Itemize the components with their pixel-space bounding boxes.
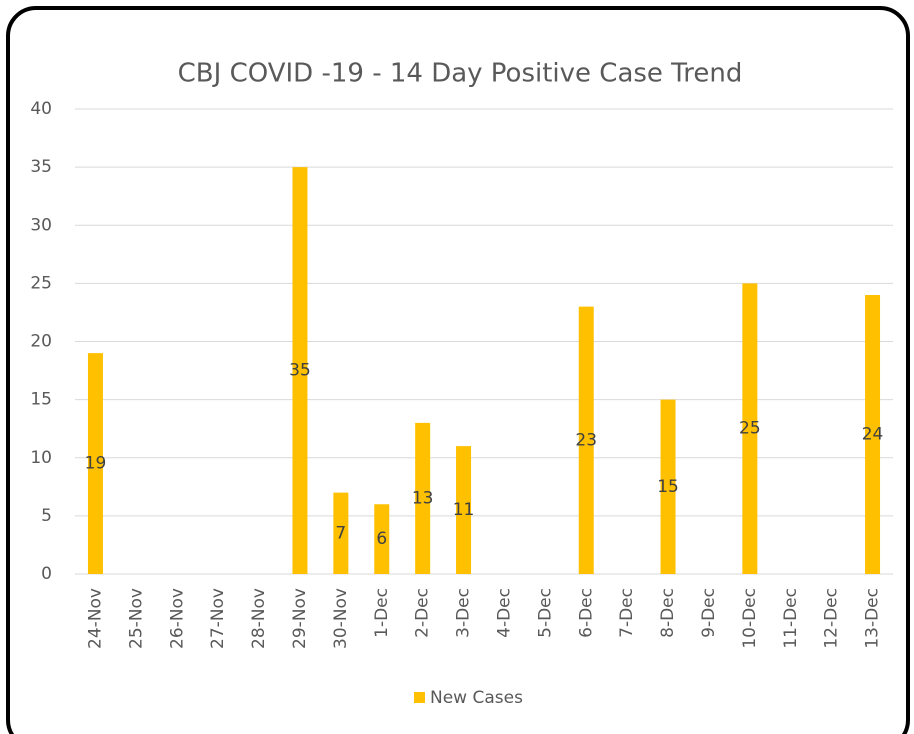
- x-tick-label: 29-Nov: [290, 588, 310, 649]
- x-tick-label: 8-Dec: [658, 588, 678, 638]
- y-tick-label: 25: [30, 273, 52, 293]
- data-label: 23: [575, 430, 597, 450]
- y-tick-label: 40: [30, 99, 52, 119]
- bar: [456, 446, 472, 574]
- bar: [742, 283, 758, 574]
- x-tick-label: 3-Dec: [454, 588, 474, 638]
- data-label: 7: [335, 523, 346, 543]
- data-label: 35: [289, 361, 311, 381]
- x-tick-label: 25-Nov: [126, 588, 146, 649]
- y-tick-label: 15: [30, 390, 52, 410]
- y-tick-label: 0: [41, 564, 52, 584]
- y-tick-label: 35: [30, 157, 52, 177]
- legend-swatch: [414, 692, 425, 703]
- y-tick-label: 30: [30, 215, 52, 235]
- data-label: 13: [412, 488, 434, 508]
- x-tick-label: 30-Nov: [331, 588, 351, 649]
- x-tick-label: 7-Dec: [617, 588, 637, 638]
- x-tick-label: 6-Dec: [576, 588, 596, 638]
- bar: [415, 422, 431, 574]
- x-tick-label: 12-Dec: [822, 588, 842, 649]
- x-tick-label: 13-Dec: [863, 588, 883, 649]
- x-tick-label: 10-Dec: [740, 588, 760, 649]
- data-label: 25: [739, 419, 761, 439]
- chart-title: CBJ COVID -19 - 14 Day Positive Case Tre…: [178, 59, 743, 89]
- x-tick-label: 27-Nov: [208, 588, 228, 649]
- x-tick-label: 2-Dec: [413, 588, 433, 638]
- bar: [374, 504, 390, 574]
- bar: [865, 295, 881, 574]
- bar: [292, 167, 308, 574]
- legend-label: New Cases: [430, 688, 523, 708]
- data-label: 19: [85, 454, 107, 474]
- chart-border: [6, 6, 910, 734]
- y-tick-label: 10: [30, 448, 52, 468]
- x-tick-label: 26-Nov: [167, 588, 187, 649]
- data-label: 6: [376, 529, 387, 549]
- x-tick-label: 4-Dec: [494, 588, 514, 638]
- x-tick-label: 5-Dec: [535, 588, 555, 638]
- data-label: 24: [862, 425, 884, 445]
- bar: [333, 492, 349, 574]
- x-tick-label: 28-Nov: [249, 588, 269, 649]
- x-tick-label: 1-Dec: [372, 588, 392, 638]
- y-tick-label: 20: [30, 332, 52, 352]
- x-tick-label: 24-Nov: [85, 588, 105, 649]
- y-tick-label: 5: [41, 506, 52, 526]
- x-tick-label: 11-Dec: [781, 588, 801, 649]
- bar: [578, 306, 594, 574]
- data-label: 15: [657, 477, 679, 497]
- bar: [660, 399, 676, 574]
- data-label: 11: [453, 500, 475, 520]
- bar: [87, 353, 103, 574]
- x-tick-label: 9-Dec: [699, 588, 719, 638]
